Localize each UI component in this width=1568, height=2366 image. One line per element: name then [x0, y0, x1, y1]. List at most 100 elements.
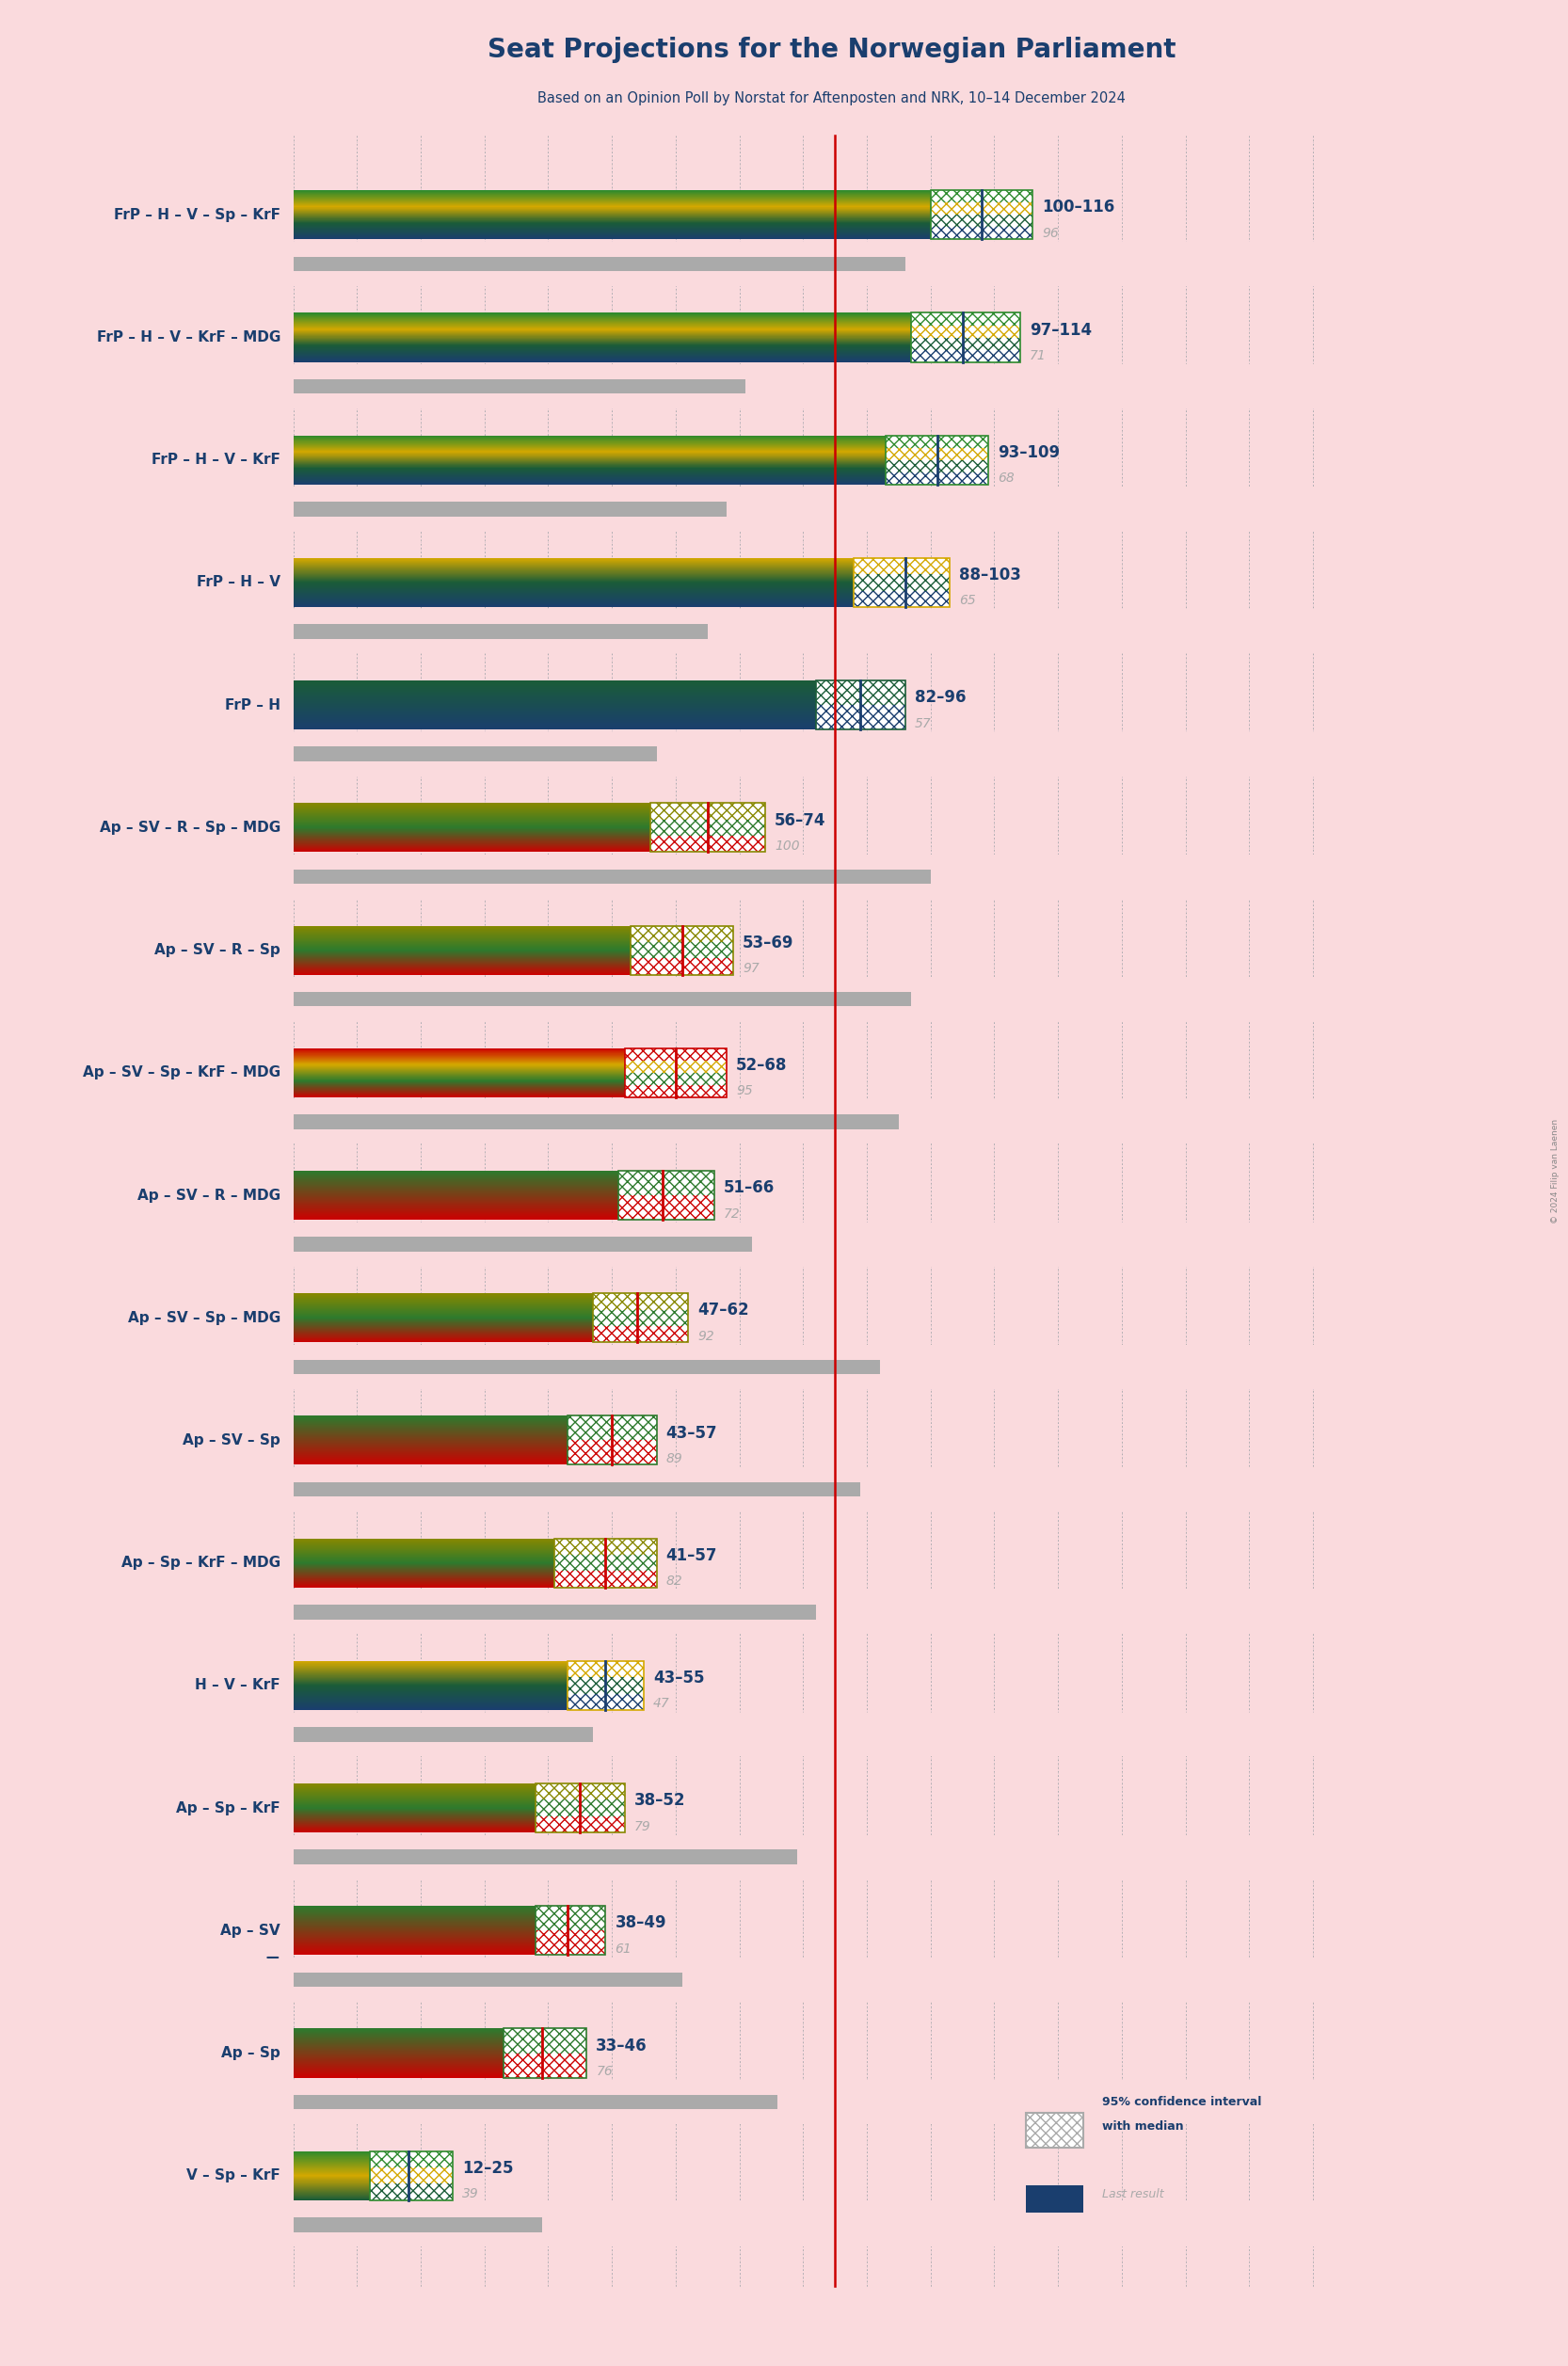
Bar [886, 473, 988, 485]
Bar [930, 189, 1033, 239]
Bar [293, 1836, 1370, 1879]
Text: 88–103: 88–103 [960, 568, 1021, 584]
Bar [593, 1311, 688, 1325]
Bar [593, 1294, 688, 1311]
Bar [630, 925, 732, 942]
Text: 56–74: 56–74 [775, 812, 826, 828]
Bar [624, 1048, 726, 1060]
Bar [293, 1713, 1370, 1756]
Bar [535, 1817, 624, 1834]
Bar [293, 379, 746, 393]
Bar [370, 2151, 453, 2167]
Bar [624, 1048, 726, 1060]
Bar [886, 459, 988, 473]
Text: 41–57: 41–57 [666, 1547, 718, 1564]
Bar [568, 1661, 644, 1677]
Text: 68: 68 [997, 471, 1014, 485]
Text: 47: 47 [654, 1696, 670, 1711]
Text: FrP – H – V: FrP – H – V [198, 575, 281, 589]
Bar [293, 2203, 1370, 2248]
Bar [815, 705, 905, 729]
Text: with median: with median [1102, 2120, 1184, 2132]
Bar [535, 1801, 624, 1817]
Bar [651, 802, 765, 852]
Text: Last result: Last result [1102, 2189, 1163, 2200]
Bar [911, 338, 1019, 350]
Text: 43–57: 43–57 [666, 1424, 718, 1441]
Text: 100–116: 100–116 [1043, 199, 1115, 215]
Text: Ap – Sp – KrF – MDG: Ap – Sp – KrF – MDG [121, 1557, 281, 1571]
Bar [293, 1100, 1370, 1143]
Text: 61: 61 [615, 1942, 632, 1957]
Bar [293, 625, 707, 639]
Bar [630, 942, 732, 958]
Bar [293, 1114, 898, 1129]
Bar [293, 1481, 861, 1498]
Text: 43–55: 43–55 [654, 1670, 704, 1687]
Bar [651, 819, 765, 835]
Bar [815, 705, 905, 729]
Bar [886, 447, 988, 459]
Bar [651, 802, 765, 819]
Bar [370, 2167, 453, 2184]
Bar [293, 1223, 1370, 1266]
Bar [293, 2217, 543, 2231]
Bar [293, 256, 905, 272]
Bar [370, 2167, 453, 2184]
Text: 47–62: 47–62 [698, 1301, 750, 1318]
Bar [886, 459, 988, 473]
Text: FrP – H – V – Sp – KrF: FrP – H – V – Sp – KrF [114, 208, 281, 222]
Bar [293, 2080, 1370, 2125]
Bar [651, 835, 765, 852]
Text: 53–69: 53–69 [743, 935, 793, 951]
Bar [886, 435, 988, 485]
Text: 82: 82 [666, 1576, 682, 1588]
Text: FrP – H – V – KrF: FrP – H – V – KrF [152, 452, 281, 466]
Bar [855, 558, 950, 608]
Bar [911, 312, 1019, 324]
Bar [293, 868, 930, 885]
Bar [293, 364, 1370, 409]
Text: 38–52: 38–52 [633, 1791, 685, 1810]
Text: FrP – H – V – KrF – MDG: FrP – H – V – KrF – MDG [97, 331, 281, 345]
Text: 52–68: 52–68 [737, 1058, 787, 1074]
Bar [568, 1415, 657, 1441]
Bar [568, 1661, 644, 1677]
Text: Ap – SV – Sp – MDG: Ap – SV – Sp – MDG [129, 1311, 281, 1325]
Text: Ap – SV – R – Sp: Ap – SV – R – Sp [155, 944, 281, 958]
Bar [651, 802, 765, 819]
Bar [624, 1060, 726, 1072]
Bar [503, 2028, 586, 2054]
Text: Ap – SV – Sp – KrF – MDG: Ap – SV – Sp – KrF – MDG [83, 1065, 281, 1079]
Text: 38–49: 38–49 [615, 1914, 666, 1931]
Bar [293, 1590, 1370, 1635]
Bar [293, 977, 1370, 1022]
Bar [293, 1467, 1370, 1512]
Bar [624, 1072, 726, 1086]
Bar [293, 241, 1370, 286]
Bar [886, 473, 988, 485]
Bar [293, 487, 1370, 530]
Bar [618, 1195, 713, 1221]
Text: 96: 96 [1043, 227, 1058, 239]
Bar [911, 312, 1019, 362]
Bar [651, 819, 765, 835]
Bar [624, 1060, 726, 1072]
Bar [370, 2151, 453, 2167]
Bar [618, 1195, 713, 1221]
Bar [555, 1538, 657, 1554]
Bar [293, 610, 1370, 653]
Bar [630, 958, 732, 975]
Bar [293, 2094, 778, 2110]
Bar [930, 227, 1033, 239]
Text: 51–66: 51–66 [723, 1178, 775, 1197]
Bar [855, 575, 950, 592]
Text: 39: 39 [463, 2189, 478, 2200]
Bar [293, 748, 657, 762]
Text: Based on an Opinion Poll by Norstat for Aftenposten and NRK, 10–14 December 2024: Based on an Opinion Poll by Norstat for … [538, 92, 1126, 106]
Bar [568, 1694, 644, 1711]
Bar [624, 1048, 726, 1098]
Bar [911, 324, 1019, 338]
Text: 100: 100 [775, 840, 800, 852]
Text: 93–109: 93–109 [997, 445, 1060, 461]
